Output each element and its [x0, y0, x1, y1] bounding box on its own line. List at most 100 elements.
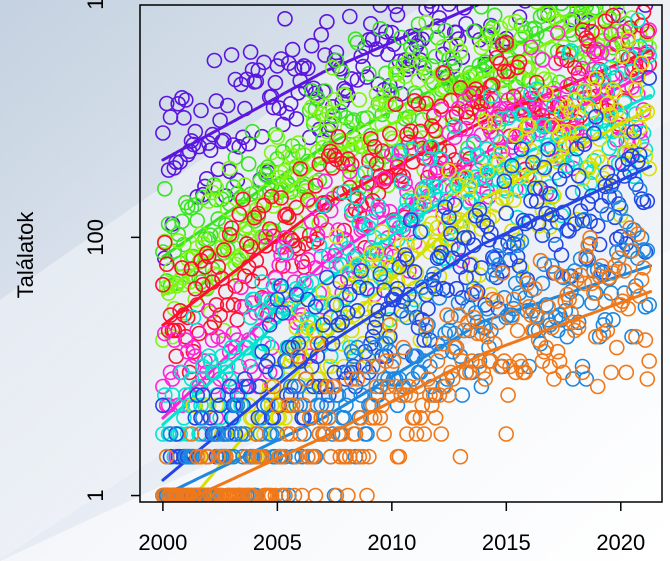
data-point: [513, 86, 530, 103]
data-point: [572, 267, 589, 283]
data-point: [204, 184, 221, 201]
data-point: [340, 487, 356, 502]
data-point: [521, 298, 537, 315]
data-point: [555, 364, 572, 381]
data-point: [574, 364, 591, 381]
data-point: [511, 54, 528, 70]
data-point: [629, 12, 646, 28]
data-point: [631, 147, 648, 163]
data-point: [280, 148, 297, 164]
data-point: [391, 448, 408, 465]
data-point: [319, 397, 335, 414]
data-point: [254, 448, 270, 465]
data-point: [254, 343, 270, 360]
data-point: [494, 265, 511, 281]
data-point: [519, 117, 536, 133]
data-point: [288, 319, 305, 336]
data-point: [607, 258, 623, 274]
data-point: [313, 409, 330, 426]
data-point: [334, 314, 351, 331]
data-point: [361, 153, 377, 169]
data-point: [616, 23, 633, 40]
data-point: [462, 87, 478, 104]
data-point: [353, 387, 370, 403]
data-point: [185, 339, 202, 356]
data-point: [235, 191, 251, 208]
data-point: [349, 371, 366, 387]
data-point: [340, 151, 356, 167]
data-point: [259, 397, 276, 414]
data-point: [393, 236, 410, 253]
data-point: [157, 234, 173, 251]
data-point: [233, 279, 249, 296]
data-point: [315, 139, 331, 156]
data-point: [570, 319, 587, 336]
data-point: [509, 237, 526, 253]
data-point: [418, 317, 434, 333]
data-point: [299, 60, 316, 77]
data-point: [546, 85, 562, 101]
data-point: [216, 132, 232, 148]
data-point: [536, 256, 553, 273]
data-point: [624, 242, 640, 259]
data-point: [553, 14, 570, 31]
data-point: [315, 283, 331, 300]
data-point: [387, 5, 404, 15]
data-point: [242, 238, 259, 255]
data-point: [424, 5, 440, 14]
data-point: [641, 22, 658, 38]
data-point: [504, 223, 520, 239]
data-point: [349, 339, 366, 356]
data-point: [218, 448, 234, 465]
axes: 2000 2005 2010 2015 2020 1 100 10000: [83, 0, 645, 555]
data-point: [639, 242, 656, 259]
data-point: [412, 224, 429, 240]
data-point: [578, 248, 595, 264]
data-point: [271, 409, 288, 426]
data-point: [616, 263, 633, 279]
data-point: [155, 125, 171, 141]
data-point: [423, 118, 440, 134]
data-point: [162, 364, 179, 381]
data-point: [589, 378, 606, 395]
data-point: [347, 426, 364, 442]
data-point: [551, 128, 568, 144]
data-point: [519, 271, 536, 288]
data-point: [275, 116, 291, 133]
data-point: [176, 110, 192, 126]
x-tick-label: 2005: [253, 530, 302, 555]
data-point: [568, 140, 585, 157]
data-point: [269, 397, 286, 414]
data-point: [330, 129, 347, 145]
data-point: [330, 387, 347, 403]
data-point: [372, 409, 389, 426]
data-point: [631, 182, 648, 198]
data-point: [404, 300, 421, 317]
data-point: [578, 41, 595, 57]
data-point: [631, 38, 648, 55]
data-point: [523, 39, 539, 56]
data-point: [538, 205, 555, 222]
data-point: [345, 348, 362, 365]
data-point: [174, 213, 190, 230]
data-point: [412, 409, 429, 426]
data-point: [374, 143, 391, 159]
data-point: [172, 426, 188, 442]
data-point: [277, 487, 293, 502]
data-point: [439, 307, 455, 323]
data-point: [435, 65, 452, 81]
data-point: [443, 309, 459, 326]
data-point: [284, 41, 301, 58]
data-point: [305, 197, 322, 214]
data-point: [385, 353, 402, 369]
data-point: [349, 302, 366, 319]
data-point: [526, 180, 543, 197]
data-point: [525, 42, 541, 58]
x-tick-label: 2010: [367, 530, 416, 555]
data-point: [429, 159, 446, 176]
data-point: [589, 218, 606, 234]
data-point: [280, 397, 297, 414]
data-point: [399, 251, 415, 267]
data-point: [372, 20, 389, 37]
